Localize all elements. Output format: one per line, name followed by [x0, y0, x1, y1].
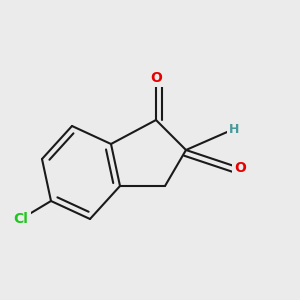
Text: O: O: [234, 161, 246, 175]
Text: H: H: [229, 122, 239, 136]
Text: O: O: [150, 71, 162, 85]
Text: Cl: Cl: [14, 212, 28, 226]
